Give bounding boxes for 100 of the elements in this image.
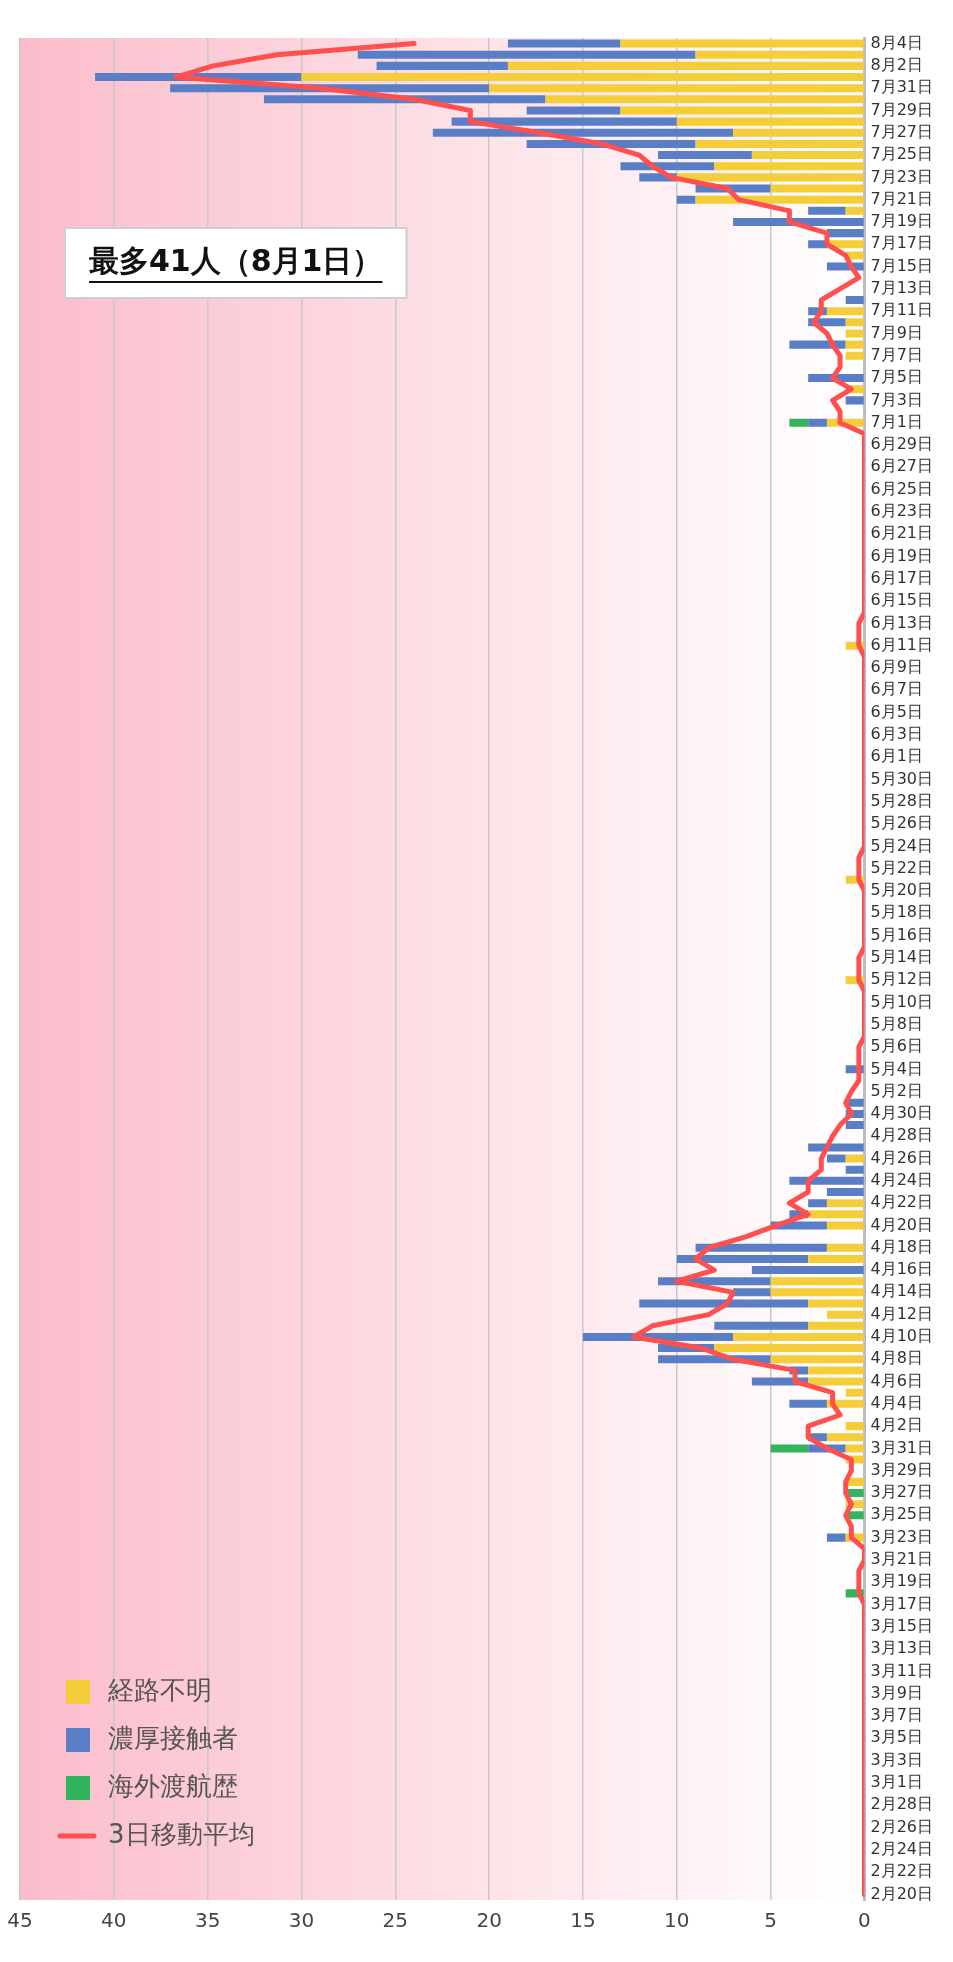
y-tick-label: 5月16日 bbox=[870, 924, 934, 944]
bar bbox=[826, 1243, 864, 1252]
bar bbox=[451, 117, 677, 126]
y-tick-label: 6月29日 bbox=[870, 434, 934, 454]
bar bbox=[357, 50, 696, 59]
y-tick-label: 6月11日 bbox=[870, 634, 934, 654]
y-tick-label: 3月23日 bbox=[870, 1526, 934, 1546]
legend-label: 海外渡航歴 bbox=[108, 1770, 238, 1801]
bar bbox=[789, 1399, 827, 1408]
bar bbox=[845, 340, 864, 349]
bar bbox=[545, 95, 864, 104]
y-tick-label: 5月24日 bbox=[870, 835, 934, 855]
y-tick-label: 5月14日 bbox=[870, 947, 934, 967]
y-tick-label: 4月12日 bbox=[870, 1303, 934, 1323]
y-tick-label: 7月17日 bbox=[870, 233, 934, 253]
x-tick-label: 0 bbox=[858, 1908, 871, 1933]
bar bbox=[620, 106, 864, 115]
bar bbox=[695, 195, 864, 204]
y-tick-label: 3月21日 bbox=[870, 1549, 934, 1569]
x-tick-label: 10 bbox=[664, 1908, 690, 1933]
y-tick-label: 6月27日 bbox=[870, 456, 934, 476]
y-tick-label: 5月22日 bbox=[870, 857, 934, 877]
bar bbox=[845, 318, 864, 327]
x-tick-label: 40 bbox=[101, 1908, 127, 1933]
y-tick-label: 6月15日 bbox=[870, 590, 934, 610]
bar bbox=[845, 1422, 864, 1431]
y-tick-label: 6月17日 bbox=[870, 567, 934, 587]
y-tick-label: 4月4日 bbox=[870, 1392, 923, 1412]
bar bbox=[714, 1344, 864, 1353]
bar bbox=[733, 128, 864, 137]
bar bbox=[826, 1187, 864, 1197]
y-tick-label: 7月19日 bbox=[870, 211, 934, 231]
y-tick-label: 3月15日 bbox=[870, 1615, 934, 1635]
y-tick-label: 6月5日 bbox=[870, 701, 923, 721]
bar bbox=[808, 206, 846, 215]
y-tick-label: 6月19日 bbox=[870, 545, 934, 565]
y-tick-label: 7月25日 bbox=[870, 144, 934, 164]
bar bbox=[845, 296, 864, 305]
y-tick-label: 5月10日 bbox=[870, 991, 934, 1011]
bar bbox=[826, 1310, 864, 1319]
bar bbox=[845, 351, 864, 360]
bar bbox=[845, 1154, 864, 1163]
y-tick-label: 5月28日 bbox=[870, 790, 934, 810]
y-tick-label: 7月11日 bbox=[870, 300, 934, 320]
y-tick-label: 3月19日 bbox=[870, 1571, 934, 1591]
annotation: 最多41人（8月1日） bbox=[89, 242, 383, 278]
bar bbox=[789, 418, 809, 427]
y-tick-label: 4月10日 bbox=[870, 1326, 934, 1346]
bar bbox=[808, 1366, 864, 1375]
y-tick-label: 6月13日 bbox=[870, 612, 934, 632]
y-tick-label: 5月12日 bbox=[870, 969, 934, 989]
bar bbox=[658, 151, 752, 160]
y-tick-label: 3月9日 bbox=[870, 1682, 923, 1702]
bar bbox=[770, 1444, 809, 1453]
y-tick-label: 2月28日 bbox=[870, 1794, 934, 1814]
y-tick-label: 7月7日 bbox=[870, 344, 923, 364]
bar bbox=[751, 1266, 864, 1275]
bar bbox=[695, 1243, 827, 1252]
legend-label: 3日移動平均 bbox=[108, 1818, 255, 1849]
bar bbox=[770, 1288, 864, 1297]
y-tick-label: 3月29日 bbox=[870, 1459, 934, 1479]
y-tick-label: 7月29日 bbox=[870, 99, 934, 119]
y-tick-label: 5月6日 bbox=[870, 1036, 923, 1056]
y-tick-label: 7月27日 bbox=[870, 121, 934, 141]
y-tick-label: 7月5日 bbox=[870, 367, 923, 387]
y-tick-label: 3月1日 bbox=[870, 1772, 923, 1792]
bar bbox=[808, 418, 827, 427]
y-tick-label: 4月6日 bbox=[870, 1370, 923, 1390]
bar bbox=[733, 1332, 864, 1341]
bar bbox=[845, 1444, 864, 1453]
bar bbox=[489, 84, 864, 93]
bar bbox=[770, 184, 864, 193]
x-tick-label: 45 bbox=[7, 1908, 33, 1933]
y-tick-label: 3月17日 bbox=[870, 1593, 934, 1613]
y-tick-label: 7月3日 bbox=[870, 389, 923, 409]
y-tick-label: 7月13日 bbox=[870, 278, 934, 298]
y-tick-label: 7月23日 bbox=[870, 166, 934, 186]
bar bbox=[808, 1254, 864, 1263]
bar bbox=[620, 162, 715, 171]
y-tick-label: 6月7日 bbox=[870, 679, 923, 699]
y-tick-label: 4月22日 bbox=[870, 1192, 934, 1212]
y-tick-label: 7月31日 bbox=[870, 77, 934, 97]
y-tick-label: 6月23日 bbox=[870, 501, 934, 521]
y-tick-label: 3月11日 bbox=[870, 1660, 934, 1680]
y-tick-label: 3月27日 bbox=[870, 1482, 934, 1502]
bar bbox=[676, 117, 864, 126]
y-tick-label: 4月8日 bbox=[870, 1348, 923, 1368]
bar bbox=[733, 1288, 771, 1297]
y-tick-label: 8月2日 bbox=[870, 55, 923, 75]
bar bbox=[826, 1199, 864, 1208]
bar bbox=[845, 206, 864, 215]
bar bbox=[301, 73, 864, 82]
bar bbox=[695, 139, 864, 148]
y-tick-label: 2月26日 bbox=[870, 1816, 934, 1836]
x-tick-label: 20 bbox=[476, 1908, 502, 1933]
bar bbox=[808, 1143, 864, 1152]
y-tick-label: 3月13日 bbox=[870, 1638, 934, 1658]
y-tick-label: 5月20日 bbox=[870, 880, 934, 900]
y-tick-label: 5月8日 bbox=[870, 1013, 923, 1033]
y-tick-label: 3月7日 bbox=[870, 1705, 923, 1725]
